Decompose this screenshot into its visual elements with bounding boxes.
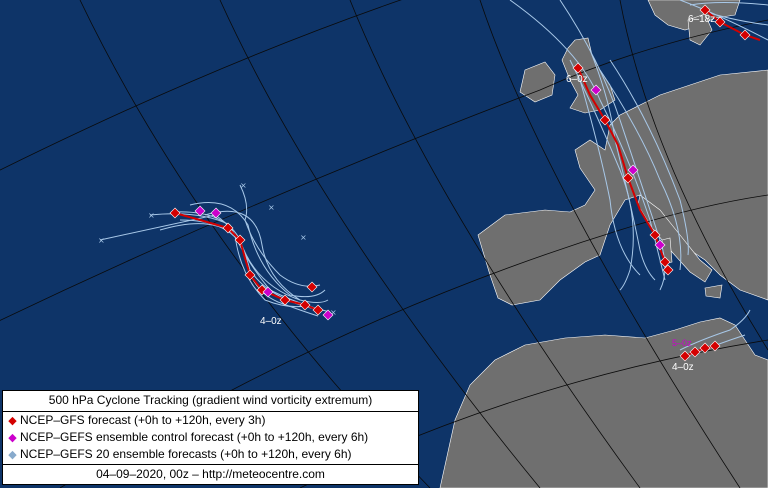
gfs-diamond-icon: ◆ [8,415,17,427]
europe-ensemble-tracks [509,0,689,291]
scandinavia-track-label: 6–18z [688,14,715,25]
land-masses [439,0,768,488]
north-sea-track-label: 6–0z [566,74,588,85]
svg-text:×: × [300,233,307,242]
atlantic-gfs-track [169,205,334,321]
north-africa-tracks [679,309,751,362]
legend-item-gefs-control: ◆ NCEP–GEFS ensemble control forecast (+0… [3,429,418,446]
land-sicily [704,284,723,299]
map-legend: 500 hPa Cyclone Tracking (gradient wind … [2,390,419,485]
atlantic-member-points: × × × × × × [98,181,337,317]
north-africa-magenta-label: 5–0z [672,338,692,348]
legend-item-gefs-members: ◆ NCEP–GEFS 20 ensemble forecasts (+0h to… [3,446,418,463]
legend-item-gfs: ◆ NCEP–GFS forecast (+0h to +120h, every … [3,412,418,429]
north-africa-track-label: 4–0z [672,362,694,373]
svg-text:×: × [148,211,155,220]
svg-text:×: × [240,181,247,190]
land-western-europe [477,69,768,306]
svg-text:×: × [98,236,105,245]
land-ireland [519,61,556,103]
svg-text:×: × [268,203,275,212]
gefs-control-diamond-icon: ◆ [8,432,17,444]
land-north-africa [439,317,768,488]
legend-title: 500 hPa Cyclone Tracking (gradient wind … [3,391,418,412]
scandinavia-tracks [679,0,768,41]
svg-text:×: × [330,308,337,317]
legend-item-gefs-control-label: NCEP–GEFS ensemble control forecast (+0h… [20,430,369,444]
legend-item-gefs-members-label: NCEP–GEFS 20 ensemble forecasts (+0h to … [20,447,352,461]
land-denmark [687,13,713,46]
legend-footer: 04–09–2020, 00z – http://meteocentre.com [3,464,418,485]
gefs-member-diamond-icon: ◆ [8,449,17,461]
europe-gfs-track [572,62,674,276]
legend-item-gfs-label: NCEP–GFS forecast (+0h to +120h, every 3… [20,413,266,427]
atlantic-track-label: 4–0z [260,316,282,327]
